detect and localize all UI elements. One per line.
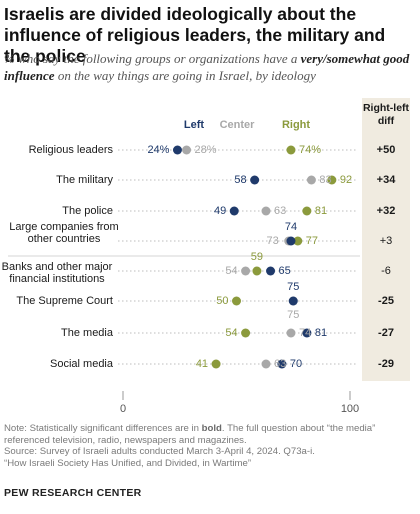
chart-source: Source: Survey of Israeli adults conduct… (4, 446, 315, 457)
pew-credit: PEW RESEARCH CENTER (4, 487, 142, 499)
dot-left (229, 206, 239, 216)
value-label-right: 92 (340, 174, 352, 186)
dot-left (288, 296, 298, 306)
dot-right (241, 328, 251, 338)
dot-center (241, 266, 251, 276)
x-tick-label: 0 (120, 403, 126, 415)
row-label: The Supreme Court (16, 295, 113, 307)
chart-subtitle: % who say the following groups or organi… (4, 50, 416, 84)
value-label-left: 81 (315, 327, 327, 339)
value-label-center: 63 (274, 205, 286, 217)
value-label-left: 49 (214, 205, 226, 217)
chart-title: Israelis are divided ideologically about… (4, 4, 386, 66)
dot-right (232, 296, 241, 306)
diff-value: +3 (380, 235, 393, 247)
dot-right (252, 266, 262, 276)
diff-value: +34 (377, 174, 397, 186)
diff-value: +50 (377, 144, 396, 156)
diff-value: +32 (377, 205, 396, 217)
legend-center: Center (220, 119, 256, 131)
value-label-right: 54 (225, 327, 237, 339)
diff-header-line2: diff (378, 115, 395, 127)
legend-right: Right (282, 119, 310, 131)
value-label-right: 74% (299, 144, 321, 156)
dot-left (302, 328, 312, 338)
diff-value: -6 (381, 265, 391, 277)
diff-value: -29 (378, 358, 394, 370)
diff-value: -27 (378, 327, 394, 339)
value-label-left: 58 (234, 174, 246, 186)
row-label: The police (62, 205, 113, 217)
value-label-left: 24% (147, 144, 169, 156)
value-label-center: 83 (319, 174, 331, 186)
diff-value: -25 (378, 295, 394, 307)
dot-left (277, 359, 287, 369)
row-label-line1: Large companies from (9, 221, 118, 233)
value-label-left: 65 (279, 265, 291, 277)
note-suffix: . The full question about “the media” re… (4, 423, 376, 446)
subtitle-text-bold: very/somewhat good influence (4, 51, 410, 83)
dot-center (286, 328, 296, 338)
subtitle-text-before: % who say the following groups or organi… (4, 51, 301, 66)
row-label-line2: financial institutions (9, 273, 105, 285)
value-label-center: 54 (225, 265, 237, 277)
dot-left (250, 175, 260, 185)
value-label-right: 59 (251, 251, 263, 263)
row-label: The military (56, 174, 113, 186)
dot-right (286, 145, 296, 155)
value-label-right: 50 (216, 295, 228, 307)
dot-left (172, 145, 182, 155)
dot-center (261, 206, 271, 216)
x-tick-label: 100 (341, 403, 359, 415)
report-title: “How Israeli Society Has Unified, and Di… (4, 457, 252, 469)
dot-left (266, 266, 276, 276)
row-label: Religious leaders (29, 144, 114, 156)
dot-center (261, 359, 271, 369)
dot-right (293, 236, 303, 246)
dot-center (306, 175, 316, 185)
dot-right (211, 359, 221, 369)
diff-column-bg (362, 98, 410, 381)
dot-right (302, 206, 312, 216)
note-bold: bold (201, 423, 222, 434)
value-label-right: 77 (306, 235, 318, 247)
row-label-line2: other countries (28, 233, 101, 245)
value-label-center: 63 (274, 358, 286, 370)
dot-right (327, 175, 337, 185)
row-label: Social media (50, 358, 114, 370)
row-label: The media (61, 327, 114, 339)
value-label-right: 81 (315, 205, 327, 217)
value-label-left: 70 (290, 358, 302, 370)
value-label-center: 75 (287, 309, 299, 321)
value-label-left: 75 (287, 281, 299, 293)
value-label-left: 74 (285, 221, 297, 233)
subtitle-text-after: on the way things are going in Israel, b… (54, 68, 316, 83)
dot-center (182, 145, 192, 155)
value-label-center: 74 (299, 327, 311, 339)
legend-left: Left (184, 119, 205, 131)
diff-header-line1: Right-left (363, 102, 410, 114)
dot-left (286, 236, 296, 246)
row-label-line1: Banks and other major (2, 261, 113, 273)
value-label-right: 41 (196, 358, 208, 370)
value-label-center: 73 (266, 235, 278, 247)
chart-note: Note: Statistically significant differen… (4, 423, 416, 469)
value-label-center: 28% (195, 144, 217, 156)
note-prefix: Note: Statistically significant differen… (4, 423, 202, 434)
